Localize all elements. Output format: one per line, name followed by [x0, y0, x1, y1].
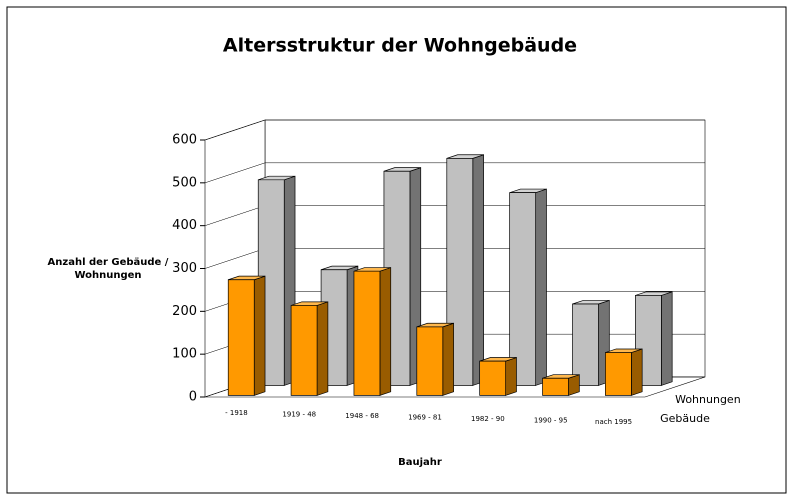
x-tick-label: 1982 - 90: [471, 415, 505, 423]
chart-title: Altersstruktur der Wohngebäude: [223, 35, 577, 57]
bar-front: [290, 305, 318, 396]
y-tick-label: 500: [172, 175, 197, 190]
bar-side: [535, 188, 547, 386]
bar-front: [416, 326, 444, 396]
x-tick-label: 1919 - 48: [282, 411, 316, 419]
bar: [542, 374, 580, 396]
x-tick-label: nach 1995: [595, 418, 632, 426]
bar-front: [353, 270, 381, 396]
y-tick-label: 200: [172, 304, 197, 319]
bar: [227, 275, 266, 396]
bar: [605, 348, 643, 396]
y-tick-label: 0: [189, 390, 197, 405]
bar: [290, 301, 329, 396]
bar-front: [542, 377, 569, 396]
bar-front: [572, 303, 599, 386]
y-tick-label: 400: [172, 218, 197, 233]
bar-side: [379, 267, 392, 396]
bar-side: [661, 291, 673, 386]
bar-side: [316, 301, 329, 396]
x-tick-label: - 1918: [225, 409, 248, 417]
bar: [416, 322, 454, 396]
x-tick-label: 1969 - 81: [408, 414, 442, 422]
bar-side: [631, 348, 643, 396]
x-tick-label: 1948 - 68: [345, 412, 379, 420]
y-tick-label: 600: [172, 133, 197, 148]
bar-side: [253, 275, 266, 396]
bar-front: [227, 279, 255, 396]
bar: [509, 188, 547, 386]
chart-border: [6, 6, 787, 494]
bar-front: [479, 360, 507, 396]
bar: [572, 299, 610, 386]
bar-front: [509, 192, 537, 386]
x-axis-title: Baujahr: [398, 457, 442, 468]
depth-label: Gebäude: [660, 412, 710, 425]
depth-label: Wohnungen: [675, 393, 741, 406]
y-tick-label: 100: [172, 347, 197, 362]
grid-line: [204, 162, 705, 184]
x-tick-label: 1990 - 95: [534, 417, 568, 425]
bar-side: [442, 322, 454, 396]
bar: [479, 357, 517, 396]
bar: [353, 267, 392, 396]
y-tick-label: 300: [172, 261, 197, 276]
bar-side: [505, 357, 517, 396]
grid-line: [204, 119, 705, 141]
y-axis-title: Anzahl der Gebäude / Wohnungen: [47, 257, 169, 281]
bar-side: [472, 154, 484, 386]
bar-front: [605, 352, 632, 396]
